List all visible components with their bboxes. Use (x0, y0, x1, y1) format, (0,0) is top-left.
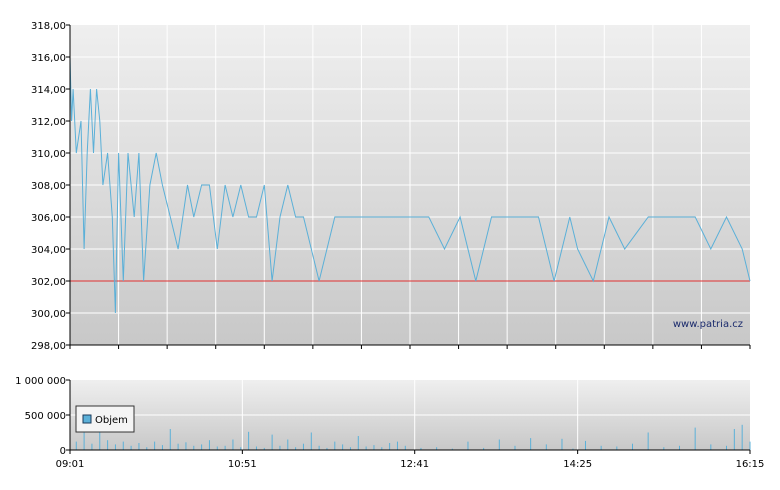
volume-x-tick-label: 16:15 (736, 459, 765, 470)
price-y-tick-label: 298,00 (31, 341, 66, 352)
legend-swatch (82, 414, 92, 424)
price-y-tick-label: 304,00 (31, 245, 66, 256)
volume-x-tick-label: 09:01 (56, 459, 85, 470)
price-y-tick-label: 314,00 (31, 85, 66, 96)
volume-y-tick-label: 500 000 (25, 411, 66, 422)
price-y-tick-label: 300,00 (31, 309, 66, 320)
volume-panel: 1 000 000 500 000 0 09:01 10:51 12:41 14:25 16… (15, 376, 764, 470)
volume-x-tick-label: 10:51 (228, 459, 257, 470)
price-y-tick-label: 310,00 (31, 149, 66, 160)
volume-x-tick-label: 14:25 (563, 459, 592, 470)
volume-y-tick-label: 1 000 000 (15, 376, 66, 387)
volume-y-ticks: 1 000 000 500 000 0 (15, 376, 70, 457)
volume-bars (69, 424, 751, 450)
price-y-tick-label: 318,00 (31, 21, 66, 32)
price-panel: 318,00 316,00 314,00 312,00 310,00 308,00 306,… (31, 21, 751, 352)
legend-label: Objem (95, 415, 128, 426)
volume-grid (70, 380, 750, 450)
price-y-tick-label: 316,00 (31, 53, 66, 64)
price-y-tick-label: 302,00 (31, 277, 66, 288)
volume-x-ticks: 09:01 10:51 12:41 14:25 16:15 (56, 450, 765, 470)
volume-y-tick-label: 0 (60, 446, 66, 457)
price-y-tick-label: 306,00 (31, 213, 66, 224)
volume-x-tick-label: 12:41 (400, 459, 429, 470)
legend: Objem (75, 405, 135, 433)
price-y-tick-label: 312,00 (31, 117, 66, 128)
watermark: www.patria.cz (673, 319, 743, 330)
price-series-line (69, 56, 751, 314)
price-x-ticks (69, 345, 751, 349)
price-y-tick-label: 308,00 (31, 181, 66, 192)
price-y-ticks: 318,00 316,00 314,00 312,00 310,00 308,00 306,… (31, 21, 70, 352)
